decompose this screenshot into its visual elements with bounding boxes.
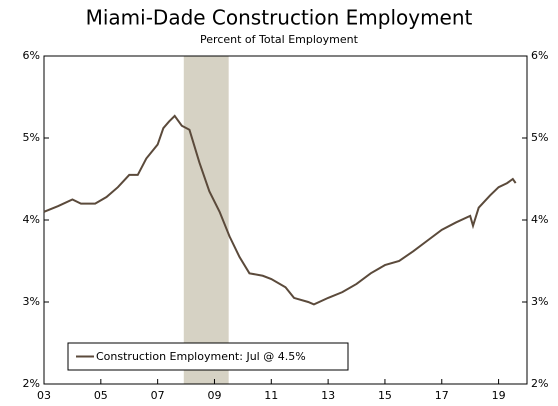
y2-tick-label: 5% xyxy=(531,131,548,144)
x-tick-label: 17 xyxy=(435,389,449,402)
y-tick-label: 2% xyxy=(23,377,40,390)
y2-tick-label: 6% xyxy=(531,49,548,62)
x-tick-label: 05 xyxy=(94,389,108,402)
y2-tick-label: 2% xyxy=(531,377,548,390)
x-tick-label: 11 xyxy=(264,389,278,402)
x-tick-label: 15 xyxy=(378,389,392,402)
x-tick-label: 13 xyxy=(321,389,335,402)
chart-title: Miami-Dade Construction Employment xyxy=(86,6,473,30)
x-tick-label: 09 xyxy=(207,389,221,402)
recession-band xyxy=(183,56,229,384)
x-tick-label: 07 xyxy=(151,389,165,402)
x-tick-label: 03 xyxy=(37,389,51,402)
y-tick-label: 3% xyxy=(23,295,40,308)
chart-subtitle: Percent of Total Employment xyxy=(200,33,359,46)
y2-tick-label: 3% xyxy=(531,295,548,308)
plot-frame xyxy=(43,55,528,385)
x-tick-label: 19 xyxy=(492,389,506,402)
legend-label: Construction Employment: Jul @ 4.5% xyxy=(96,350,306,363)
legend-box xyxy=(67,342,349,371)
series-line xyxy=(43,114,517,306)
y-tick-label: 4% xyxy=(23,213,40,226)
y2-tick-label: 4% xyxy=(531,213,548,226)
y-tick-label: 5% xyxy=(23,131,40,144)
y-tick-label: 6% xyxy=(23,49,40,62)
